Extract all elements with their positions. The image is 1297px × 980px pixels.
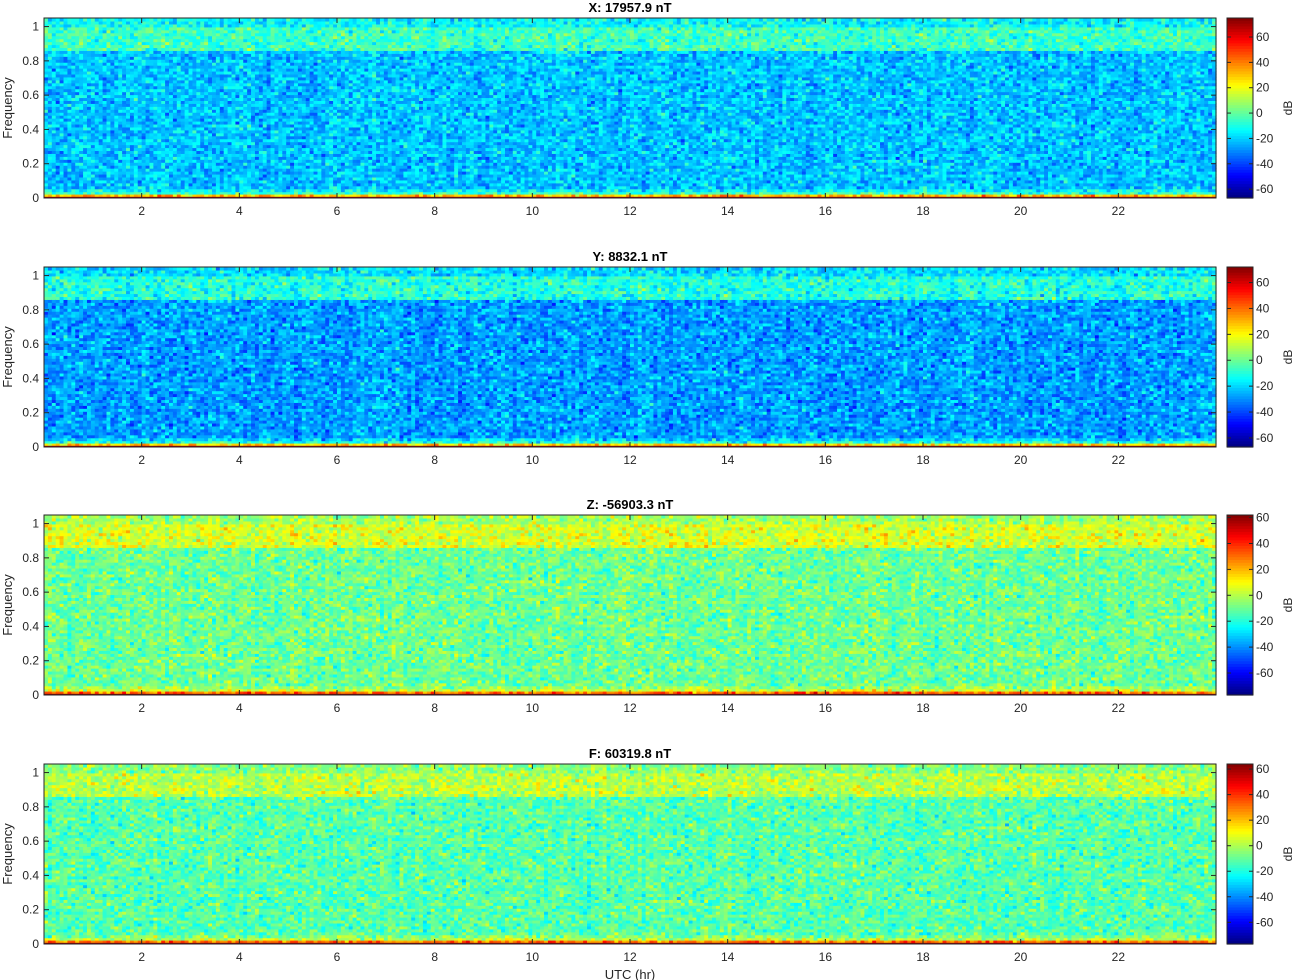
heatmap-cell: [60, 18, 65, 22]
heatmap-cell: [67, 18, 72, 22]
heatmap-cell: [56, 18, 61, 22]
heatmap-cell: [52, 18, 57, 22]
heatmap-cell: [64, 18, 69, 22]
spectrogram-heatmap: [44, 18, 1217, 198]
heatmap-cell: [75, 18, 80, 22]
heatmap-cell: [71, 18, 76, 22]
heatmap-cell: [44, 18, 49, 22]
heatmap-cell: [48, 18, 53, 22]
